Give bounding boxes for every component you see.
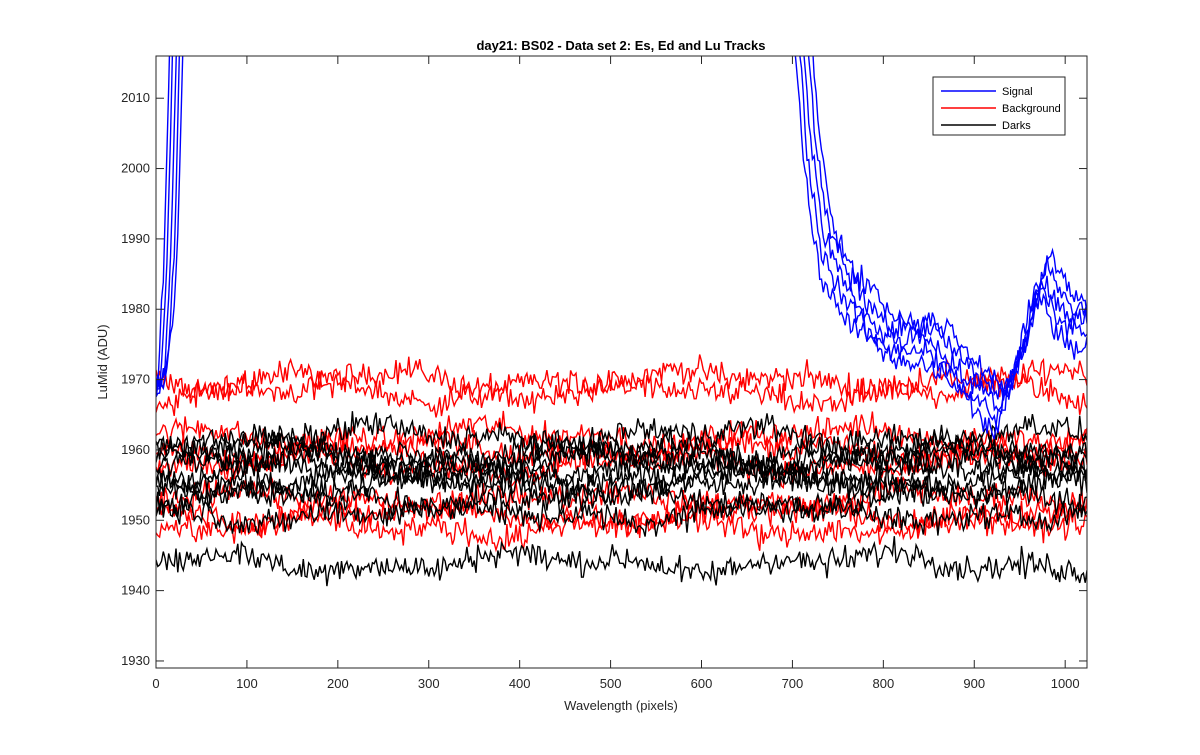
x-tick-label: 600 — [691, 676, 713, 691]
x-tick-label: 0 — [152, 676, 159, 691]
x-tick-label: 500 — [600, 676, 622, 691]
y-tick-label: 1960 — [121, 442, 150, 457]
x-tick-label: 1000 — [1051, 676, 1080, 691]
y-tick-label: 1930 — [121, 653, 150, 668]
ticks-layer: 0 100 200 300 400 500 600 700 800 900 1000 1930 1940… — [121, 56, 1087, 691]
x-tick-label: 400 — [509, 676, 531, 691]
x-tick-label: 300 — [418, 676, 440, 691]
darks-trace-8 — [156, 476, 1087, 523]
background-trace-2 — [156, 370, 1087, 418]
darks-trace-5 — [156, 443, 1087, 497]
y-tick-label: 1950 — [121, 512, 150, 527]
y-axis-label: LuMid (ADU) — [95, 324, 110, 399]
signal-trace-2 — [156, 56, 1087, 426]
legend-label-background: Background — [1002, 103, 1061, 115]
darks-trace-1 — [156, 411, 1087, 463]
x-tick-label: 700 — [782, 676, 804, 691]
signal-trace-1 — [156, 56, 1087, 440]
y-tick-label: 1940 — [121, 583, 150, 598]
y-tick-label: 1980 — [121, 301, 150, 316]
y-tick-label: 2010 — [121, 90, 150, 105]
axes-box — [155, 55, 1088, 669]
darks-trace-9 — [156, 486, 1087, 537]
darks-trace-4 — [156, 439, 1087, 490]
legend: Signal Background Darks — [932, 76, 1066, 136]
y-tick-label: 2000 — [121, 161, 150, 176]
series-layer — [156, 56, 1087, 587]
darks-trace-10 — [156, 536, 1087, 587]
chart-title: day21: BS02 - Data set 2: Es, Ed and Lu … — [476, 38, 765, 53]
signal-trace-4 — [156, 56, 1087, 401]
signal-trace-5 — [156, 56, 1087, 394]
x-tick-label: 800 — [872, 676, 894, 691]
y-tick-label: 1990 — [121, 231, 150, 246]
darks-trace-2 — [156, 424, 1087, 474]
background-trace-1 — [156, 354, 1087, 406]
legend-label-darks: Darks — [1002, 120, 1031, 132]
x-axis-label: Wavelength (pixels) — [564, 698, 678, 713]
x-tick-label: 200 — [327, 676, 349, 691]
y-tick-label: 1970 — [121, 372, 150, 387]
x-tick-label: 900 — [963, 676, 985, 691]
x-tick-label: 100 — [236, 676, 258, 691]
signal-trace-3 — [156, 56, 1087, 415]
legend-label-signal: Signal — [1002, 86, 1033, 98]
darks-trace-6 — [156, 450, 1087, 506]
